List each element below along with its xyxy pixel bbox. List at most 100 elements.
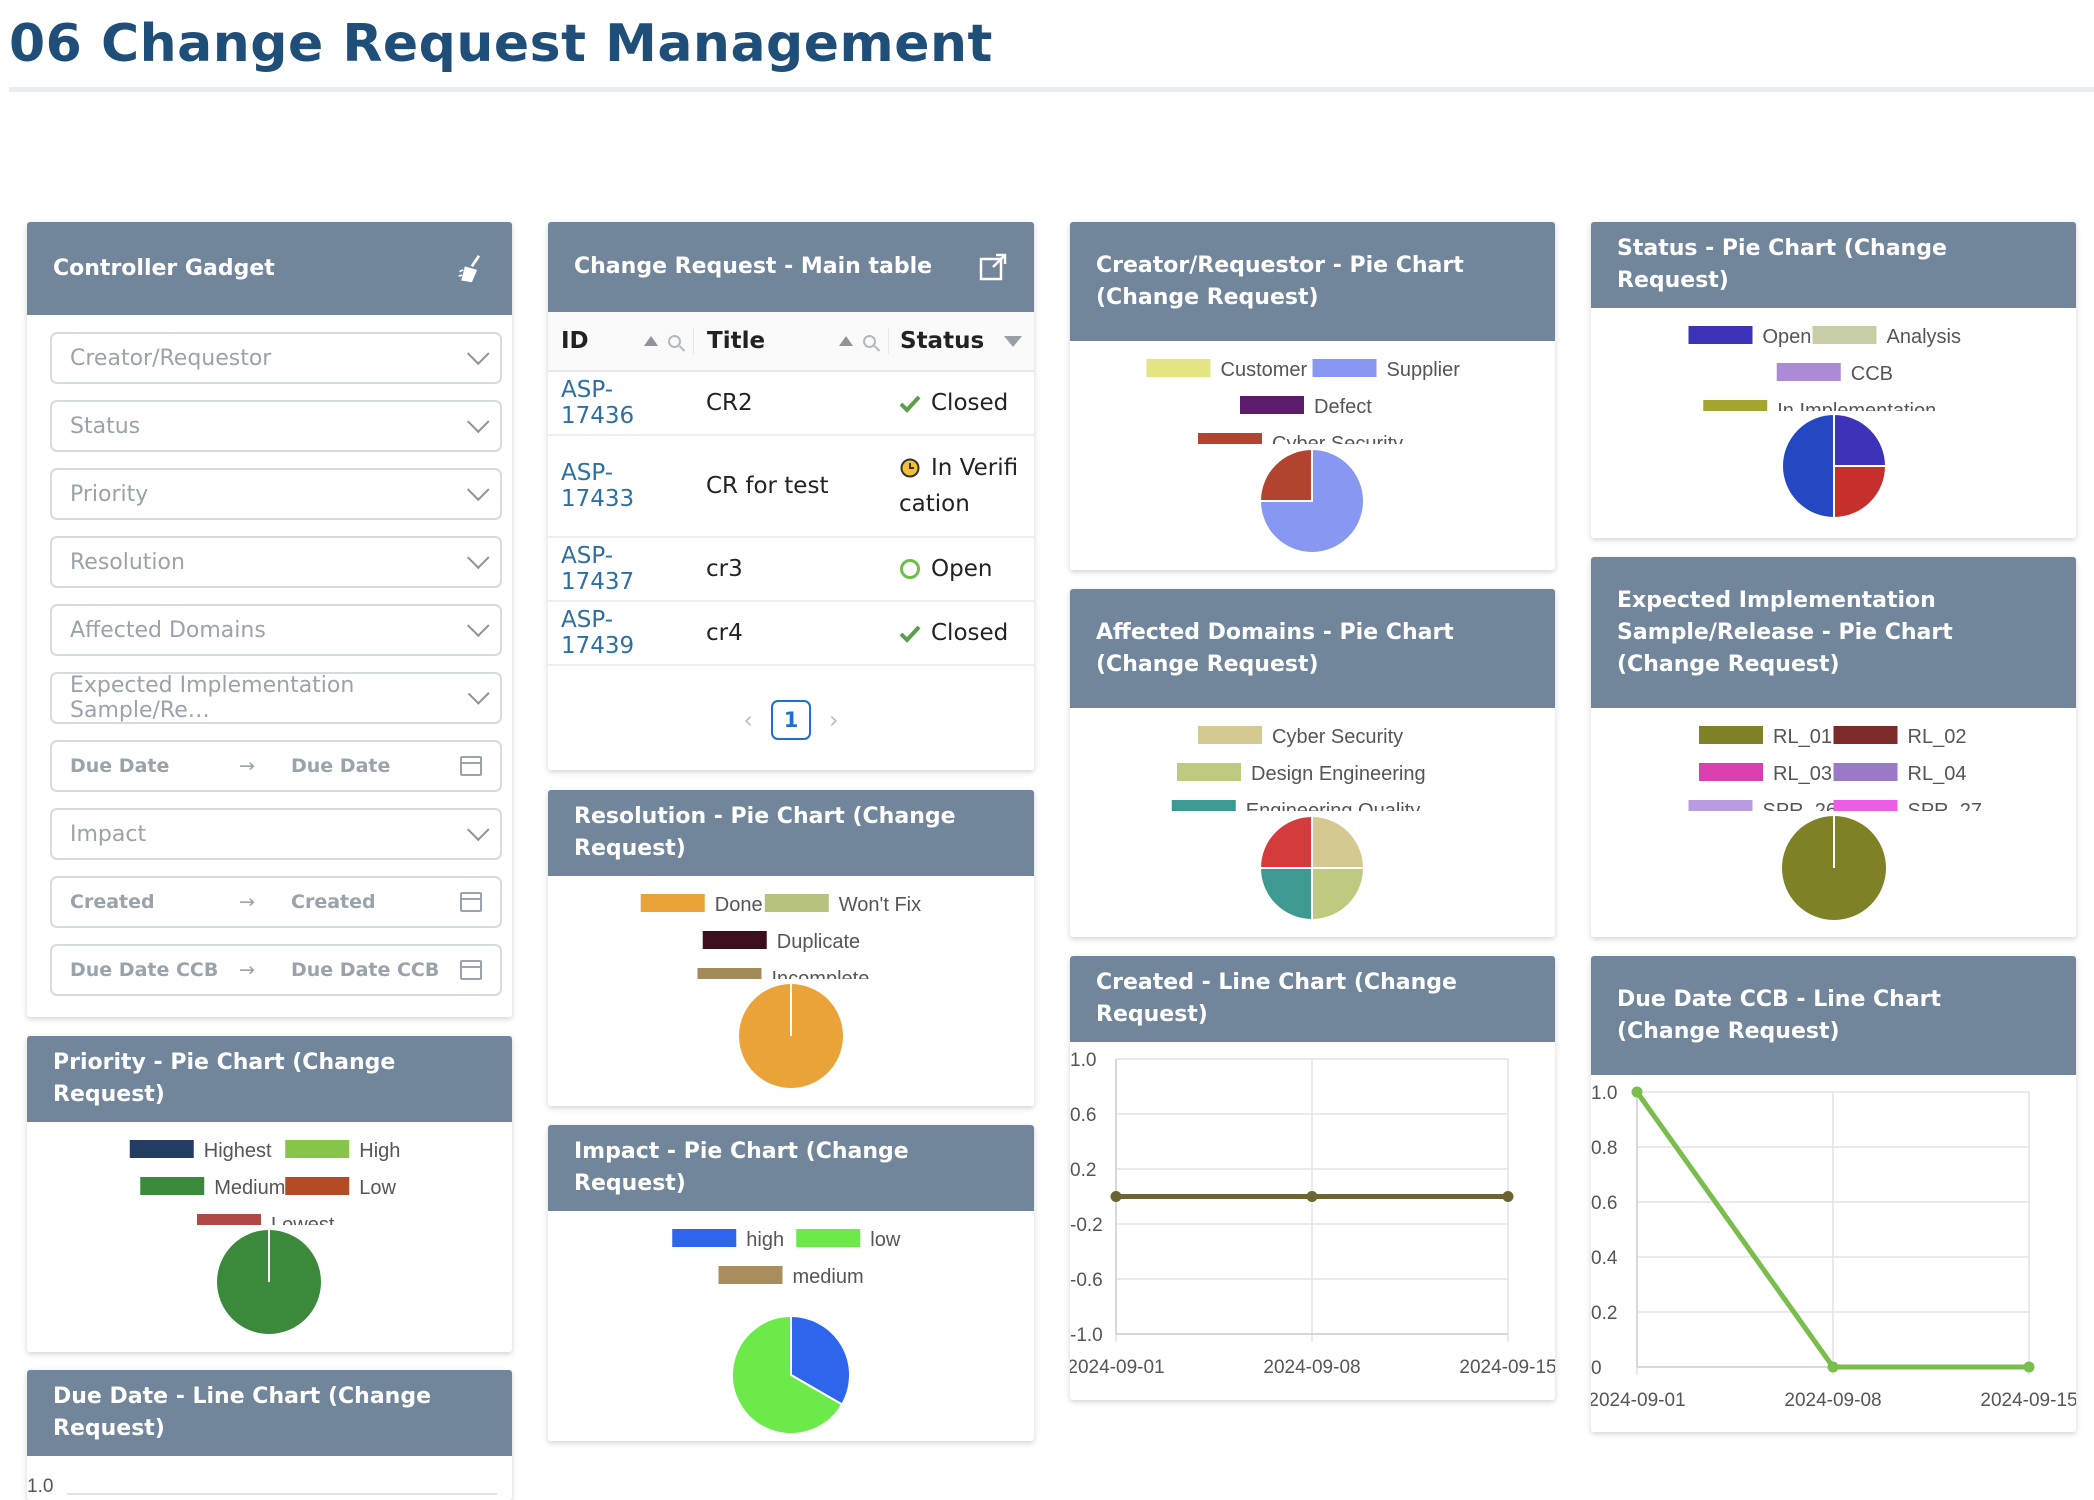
issue-link[interactable]: ASP-17436 <box>561 377 635 429</box>
calendar-icon[interactable] <box>460 960 482 980</box>
chevron-down-icon[interactable] <box>466 410 490 434</box>
filter-impact[interactable]: Impact <box>50 808 502 860</box>
pie-slice[interactable] <box>1781 412 1835 520</box>
legend-item[interactable]: Design Engineering <box>1177 763 1426 785</box>
legend-item[interactable]: low <box>796 1229 901 1251</box>
pie-slice[interactable] <box>1311 814 1366 869</box>
pie-slice[interactable] <box>1833 465 1888 520</box>
calendar-icon[interactable] <box>460 892 482 912</box>
sort-asc-icon[interactable] <box>839 336 853 346</box>
chevron-down-icon[interactable] <box>466 546 490 570</box>
legend-label: Supplier <box>1387 359 1461 381</box>
page-title: 06 Change Request Management <box>9 14 993 74</box>
chevron-down-icon[interactable] <box>466 818 490 842</box>
issue-link[interactable]: ASP-17433 <box>561 460 635 512</box>
table-row[interactable]: ASP-17433 CR for test In Verifi cation <box>548 436 1034 538</box>
legend-item[interactable]: Customer <box>1146 359 1308 381</box>
legend-swatch <box>1833 763 1898 781</box>
chevron-down-icon[interactable] <box>466 614 490 638</box>
legend-item[interactable]: Medium <box>140 1177 285 1199</box>
legend-item[interactable]: Done <box>640 894 763 916</box>
filter-due-date[interactable]: Due Date → Due Date <box>50 740 502 792</box>
chevron-down-icon[interactable] <box>466 478 490 502</box>
filter-priority[interactable]: Priority <box>50 468 502 520</box>
filter-creator-requestor[interactable]: Creator/Requestor <box>50 332 502 384</box>
legend-item[interactable]: Open <box>1688 326 1812 348</box>
broom-icon[interactable] <box>456 254 486 284</box>
filter-resolution[interactable]: Resolution <box>50 536 502 588</box>
column-title[interactable]: Title <box>693 328 888 354</box>
prev-page-button[interactable]: ‹ <box>743 706 753 734</box>
data-point[interactable] <box>1631 1086 1643 1098</box>
data-point[interactable] <box>1306 1191 1318 1202</box>
page-1-button[interactable]: 1 <box>771 700 811 740</box>
legend-item[interactable]: RL_02 <box>1833 726 1967 748</box>
legend-item[interactable]: RL_03 <box>1699 763 1832 785</box>
status-text-cont: cation <box>899 491 970 517</box>
data-point[interactable] <box>2023 1361 2035 1373</box>
legend-label: Analysis <box>1887 326 1961 348</box>
search-icon[interactable] <box>863 334 876 348</box>
range-to[interactable]: Due Date <box>291 755 391 777</box>
legend: CustomerSupplierDefectCyber Security <box>1146 359 1461 455</box>
filter-placeholder: Priority <box>70 481 149 507</box>
data-point[interactable] <box>1827 1361 1839 1373</box>
pie-slice[interactable] <box>1258 447 1365 554</box>
range-to[interactable]: Created <box>291 891 376 913</box>
pie-slice[interactable] <box>1258 867 1313 922</box>
data-point[interactable] <box>1502 1191 1514 1202</box>
legend-item[interactable]: Supplier <box>1312 359 1461 381</box>
chevron-down-icon[interactable] <box>466 342 490 366</box>
filter-placeholder: Creator/Requestor <box>70 345 272 371</box>
legend-item[interactable]: Analysis <box>1812 326 1961 348</box>
range-from[interactable]: Due Date <box>70 755 170 777</box>
external-link-icon[interactable] <box>978 252 1008 282</box>
pie-slice[interactable] <box>1258 447 1313 502</box>
legend-item[interactable]: medium <box>718 1266 864 1288</box>
filter-status[interactable]: Status <box>50 400 502 452</box>
chevron-down-icon[interactable] <box>467 682 490 705</box>
legend-item[interactable]: CCB <box>1776 363 1893 385</box>
data-point[interactable] <box>1110 1191 1122 1202</box>
legend-item[interactable]: Duplicate <box>702 931 860 953</box>
range-from[interactable]: Created <box>70 891 155 913</box>
sort-asc-icon[interactable] <box>644 336 658 346</box>
issue-link[interactable]: ASP-17439 <box>561 607 635 659</box>
filter-due-date-ccb[interactable]: Due Date CCB → Due Date CCB <box>50 944 502 996</box>
table-row[interactable]: ASP-17437 cr3 Open <box>548 538 1034 602</box>
table-row[interactable]: ASP-17439 cr4 Closed <box>548 602 1034 666</box>
legend-label: Cyber Security <box>1272 726 1403 748</box>
x-tick-label: 2024-09-15 <box>1459 1357 1555 1378</box>
legend-item[interactable]: Highest <box>129 1140 272 1162</box>
duedate-line-title: Due Date - Line Chart (Change Request) <box>53 1384 432 1441</box>
calendar-icon[interactable] <box>460 756 482 776</box>
status-text: In Verifi <box>931 455 1019 481</box>
legend-item[interactable]: Won't Fix <box>764 894 921 916</box>
filter-affected-domains[interactable]: Affected Domains <box>50 604 502 656</box>
column-id[interactable]: ID <box>548 328 693 354</box>
legend-item[interactable]: Low <box>285 1177 396 1199</box>
next-page-button[interactable]: › <box>829 706 839 734</box>
legend-item[interactable]: High <box>285 1140 400 1162</box>
legend-item[interactable]: RL_04 <box>1833 763 1967 785</box>
clock-icon <box>900 458 920 478</box>
legend-item[interactable]: Cyber Security <box>1198 726 1403 748</box>
issue-link[interactable]: ASP-17437 <box>561 543 635 595</box>
legend-item[interactable]: high <box>672 1229 784 1251</box>
pie-slice[interactable] <box>731 1314 844 1435</box>
filter-expected-implementation-sample-re[interactable]: Expected Implementation Sample/Re… <box>50 672 502 724</box>
table-row[interactable]: ASP-17436 CR2 Closed <box>548 372 1034 436</box>
filter-icon[interactable] <box>1004 335 1022 347</box>
search-icon[interactable] <box>668 334 681 348</box>
column-status[interactable]: Status <box>888 328 1034 354</box>
range-to[interactable]: Due Date CCB <box>291 959 440 981</box>
pie-slice[interactable] <box>1258 814 1313 869</box>
pie-slice[interactable] <box>1311 867 1366 922</box>
filter-created[interactable]: Created → Created <box>50 876 502 928</box>
range-from[interactable]: Due Date CCB <box>70 959 219 981</box>
legend-item[interactable]: Defect <box>1240 396 1372 418</box>
creator-pie-header: Creator/Requestor - Pie Chart (Change Re… <box>1070 222 1555 341</box>
legend-item[interactable]: RL_01 <box>1699 726 1832 748</box>
pie-slice[interactable] <box>1833 412 1888 467</box>
